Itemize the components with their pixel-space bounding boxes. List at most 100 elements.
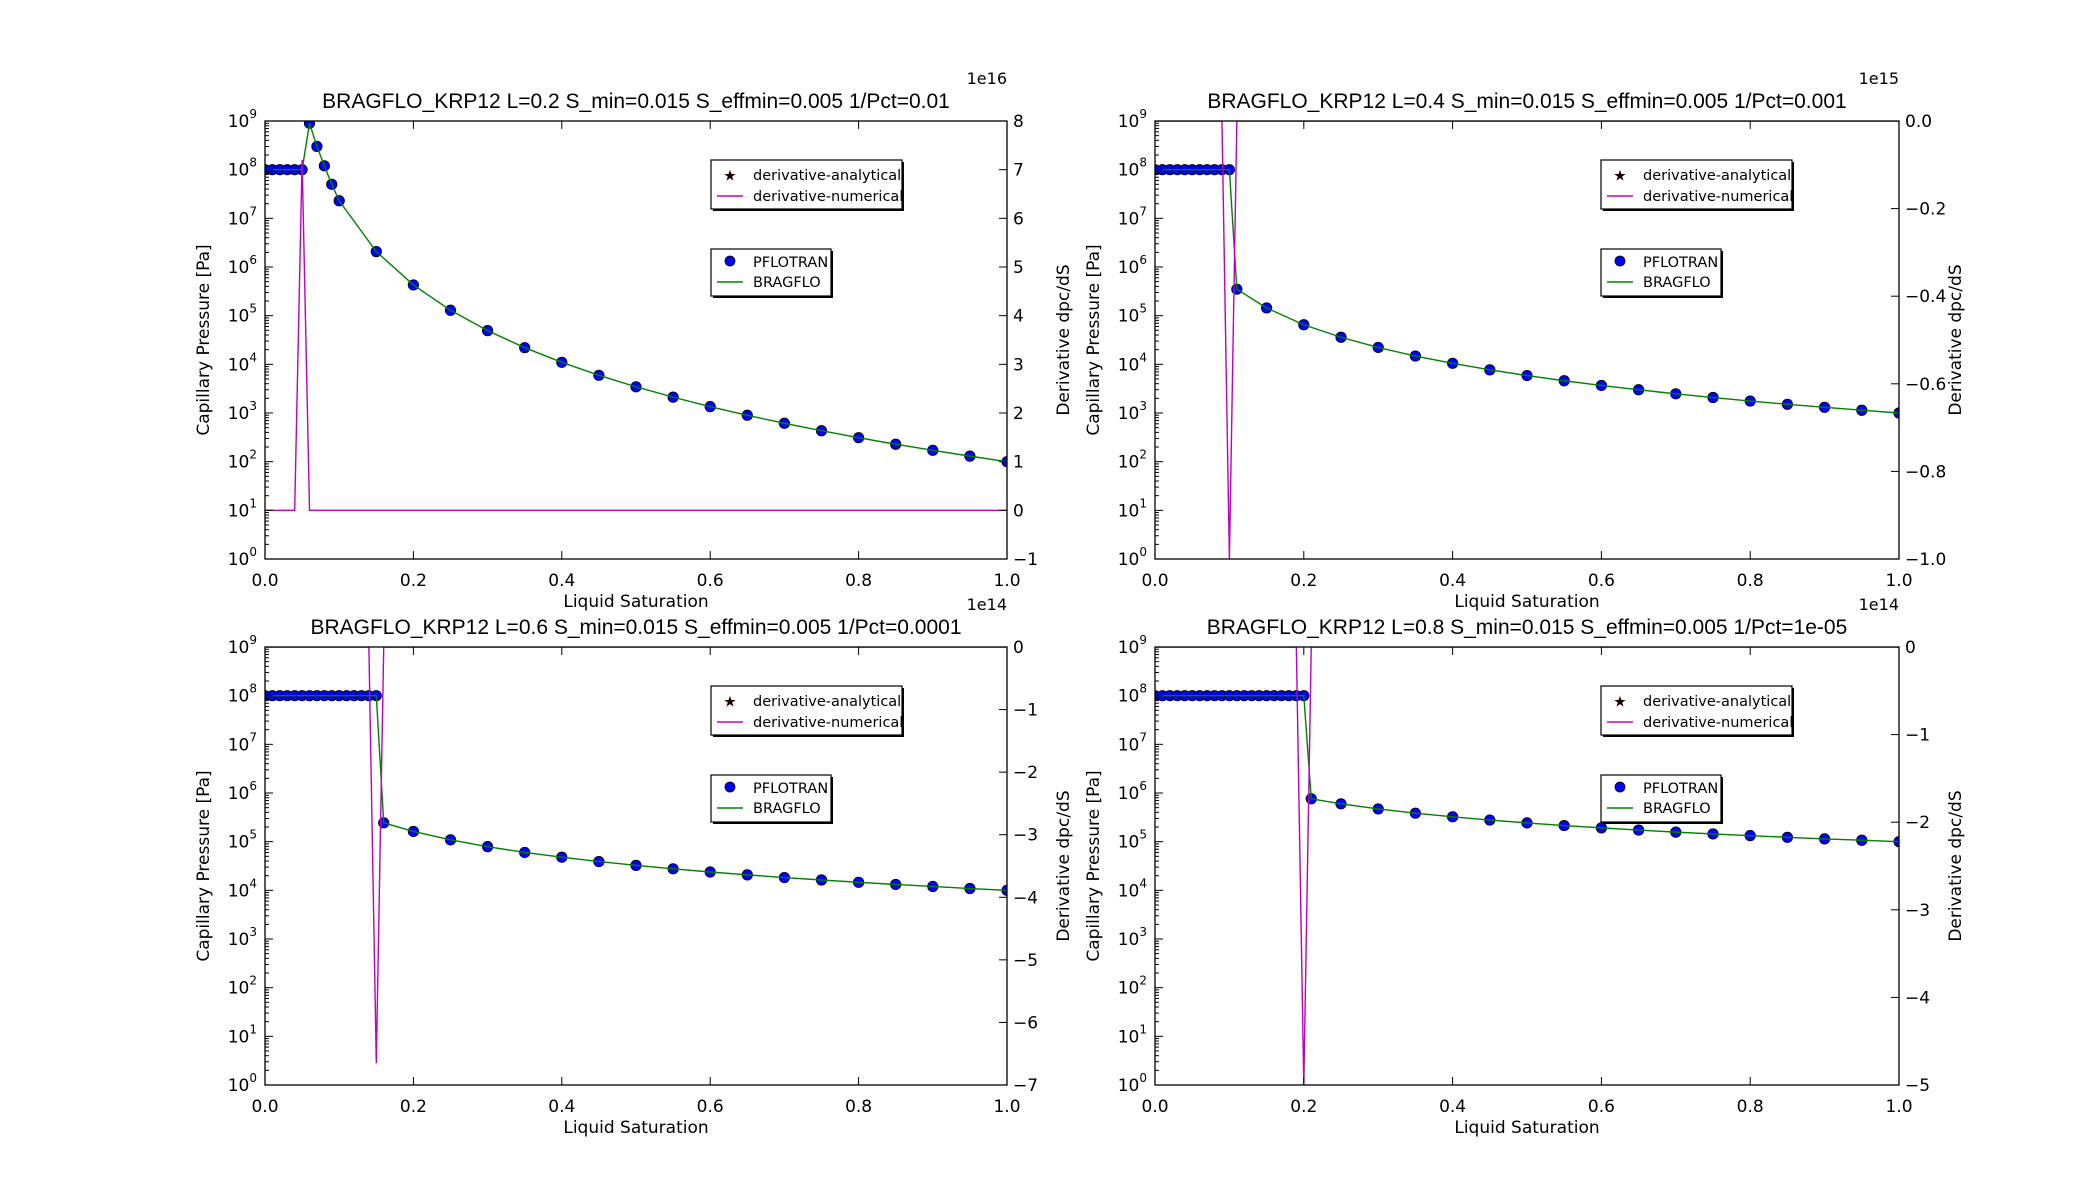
y-tick-label: 108 [228, 156, 257, 181]
y-tick-label: 108 [1118, 682, 1147, 707]
legend-label: derivative-numerical [753, 189, 903, 205]
y2-tick-label: 0 [1905, 638, 1916, 658]
legend-label: PFLOTRAN [753, 255, 828, 271]
y-tick-label: 103 [228, 399, 257, 424]
y-tick-exponent: 9 [249, 107, 257, 121]
y2-tick-label: −1.0 [1905, 550, 1946, 570]
y2-tick-label: −5 [1905, 1076, 1930, 1096]
y-tick-base: 10 [228, 1076, 250, 1096]
y2-tick-label: −3 [1905, 901, 1930, 921]
y-tick-base: 10 [1118, 307, 1140, 327]
x-tick-label: 0.4 [1439, 1097, 1466, 1117]
y-tick-exponent: 2 [249, 448, 257, 462]
y2-tick-label: −7 [1013, 1076, 1038, 1096]
legend-label: BRAGFLO [753, 801, 821, 817]
y2-tick-label: −0.6 [1905, 375, 1946, 395]
legend-label: PFLOTRAN [1643, 255, 1718, 271]
x-axis-label: Liquid Saturation [1454, 592, 1599, 612]
star-marker-icon: ★ [724, 695, 736, 710]
y-tick-exponent: 5 [1139, 828, 1147, 842]
y-tick-exponent: 2 [1139, 448, 1147, 462]
x-tick-label: 0.0 [1141, 571, 1168, 591]
x-axis-label: Liquid Saturation [1454, 1118, 1599, 1138]
x-tick-label: 0.2 [400, 571, 427, 591]
y-tick-label: 103 [1118, 399, 1147, 424]
x-tick-label: 0.8 [845, 571, 872, 591]
y-tick-label: 101 [1118, 1022, 1147, 1047]
y-tick-label: 107 [1118, 204, 1147, 229]
y-tick-base: 10 [1118, 687, 1140, 707]
y2-tick-label: −5 [1013, 951, 1038, 971]
y-tick-exponent: 7 [249, 204, 257, 218]
y-tick-label: 100 [228, 1071, 257, 1096]
star-marker-icon: ★ [724, 169, 736, 184]
y2-tick-label: −4 [1905, 988, 1930, 1008]
circle-marker-icon [1614, 255, 1626, 267]
y2-tick-label: −2 [1013, 763, 1038, 783]
x-tick-label: 1.0 [993, 571, 1020, 591]
y-tick-exponent: 3 [249, 925, 257, 939]
y-tick-exponent: 5 [249, 828, 257, 842]
y-tick-label: 100 [1118, 1071, 1147, 1096]
y-tick-base: 10 [228, 501, 250, 521]
y-tick-label: 101 [228, 1022, 257, 1047]
y-tick-exponent: 0 [249, 1071, 257, 1085]
y-tick-exponent: 5 [249, 302, 257, 316]
legend-cap-pressure: PFLOTRAN BRAGFLO [710, 774, 833, 824]
y2-tick-label: 1 [1013, 453, 1024, 473]
y2-tick-label: −1 [1013, 701, 1038, 721]
legend-label: derivative-analytical [753, 168, 901, 184]
x-tick-label: 1.0 [993, 1097, 1020, 1117]
y-tick-base: 10 [228, 453, 250, 473]
x-tick-label: 0.4 [548, 1097, 575, 1117]
y-tick-label: 102 [228, 974, 257, 999]
y-tick-exponent: 4 [249, 350, 257, 364]
x-axis-label: Liquid Saturation [563, 592, 708, 612]
y2-tick-label: 6 [1013, 209, 1024, 229]
y-tick-exponent: 3 [1139, 399, 1147, 413]
bragflo-line [265, 694, 1007, 892]
subplot-title: BRAGFLO_KRP12 L=0.8 S_min=0.015 S_effmin… [1207, 616, 1848, 639]
y-axis-label: Capillary Pressure [Pa] [1084, 770, 1104, 961]
y-tick-label: 109 [228, 633, 257, 658]
plot-marks [1155, 121, 1899, 559]
y-tick-base: 10 [1118, 112, 1140, 132]
x-tick-label: 0.2 [1290, 571, 1317, 591]
y2-axis-label: Derivative dpc/dS [1946, 790, 1966, 941]
legend-box [710, 159, 903, 210]
axes-frame [264, 646, 1008, 1086]
y-tick-base: 10 [1118, 258, 1140, 278]
y2-tick-label: 7 [1013, 161, 1024, 181]
y-tick-label: 104 [228, 350, 257, 375]
legend-label: PFLOTRAN [1643, 781, 1718, 797]
bragflo-line [1155, 168, 1899, 414]
y-tick-label: 108 [1118, 156, 1147, 181]
y-tick-base: 10 [1118, 881, 1140, 901]
subplot-3: 0.0 0.2 0.4 0.6 0.8 1.01001011021031041051061… [194, 595, 1074, 1138]
y-tick-exponent: 6 [249, 253, 257, 267]
y-tick-base: 10 [1118, 638, 1140, 658]
x-tick-label: 0.4 [1439, 571, 1466, 591]
legend-derivative: ★ derivative-analytical derivative-numeric… [710, 159, 904, 211]
y-tick-label: 107 [228, 204, 257, 229]
y-tick-base: 10 [228, 307, 250, 327]
y2-tick-label: −3 [1013, 826, 1038, 846]
circle-marker-icon [724, 781, 736, 793]
y-tick-label: 103 [1118, 925, 1147, 950]
y-tick-label: 108 [228, 682, 257, 707]
y2-tick-label: −4 [1013, 888, 1038, 908]
y2-tick-label: −0.8 [1905, 462, 1946, 482]
y-tick-exponent: 8 [249, 156, 257, 170]
y-tick-exponent: 0 [249, 545, 257, 559]
y2-tick-label: −0.2 [1905, 200, 1946, 220]
y-tick-label: 106 [1118, 779, 1147, 804]
subplot-title: BRAGFLO_KRP12 L=0.2 S_min=0.015 S_effmin… [322, 90, 950, 113]
y-tick-label: 109 [1118, 107, 1147, 132]
y-tick-exponent: 3 [249, 399, 257, 413]
y-tick-label: 107 [1118, 730, 1147, 755]
y-tick-label: 102 [1118, 974, 1147, 999]
bragflo-line [1155, 694, 1899, 843]
y-tick-label: 105 [228, 302, 257, 327]
plot-marks [1155, 647, 1899, 1085]
